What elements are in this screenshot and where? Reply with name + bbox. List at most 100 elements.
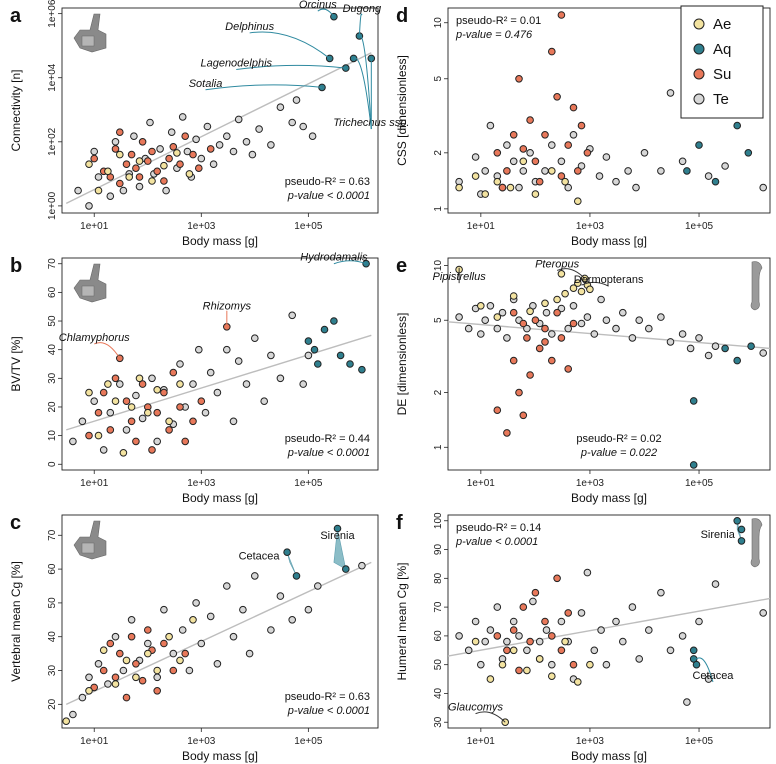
data-point-te — [288, 616, 297, 624]
data-point-ae — [523, 666, 531, 675]
data-point-te — [245, 649, 254, 658]
data-point-te — [471, 617, 480, 626]
data-point-su — [160, 639, 168, 648]
data-point-te — [69, 710, 77, 719]
annotation-leader — [94, 342, 121, 359]
data-point-su — [519, 603, 528, 611]
group-hull — [286, 552, 297, 576]
annotation-leader — [317, 8, 335, 18]
vertebra-shape — [73, 13, 107, 53]
data-point-te — [132, 391, 140, 400]
data-point-aq — [683, 167, 691, 175]
data-point-su — [541, 131, 549, 139]
data-point-ae — [561, 637, 569, 646]
data-point-te — [704, 172, 713, 180]
data-point-te — [74, 186, 82, 195]
data-point-su — [106, 639, 115, 648]
data-point-te — [116, 380, 124, 388]
data-point-ae — [586, 285, 594, 294]
data-point-te — [209, 160, 218, 168]
data-point-te — [541, 167, 549, 175]
data-point-su — [569, 660, 578, 669]
data-point-te — [695, 334, 703, 342]
data-point-ae — [493, 313, 502, 321]
stats-r2: pseudo-R² = 0.02 — [576, 433, 661, 445]
data-point-su — [548, 632, 556, 640]
data-point-te — [119, 186, 128, 195]
data-point-ae — [557, 270, 566, 278]
y-tick-label: 40 — [47, 344, 58, 356]
annotation-leader — [581, 281, 609, 287]
data-point-te — [267, 626, 275, 634]
legend-label: Aq — [713, 41, 731, 58]
data-point-te — [657, 313, 665, 321]
data-point-ae — [498, 660, 507, 669]
x-axis-label: Body mass [g] — [571, 749, 647, 763]
annotation-label: Cetacea — [239, 550, 281, 562]
data-point-te — [602, 153, 611, 161]
data-point-te — [167, 128, 176, 136]
y-tick-label: 2 — [433, 150, 444, 156]
data-point-ae — [153, 666, 161, 675]
y-tick-label: 20 — [47, 698, 58, 710]
data-point-aq — [692, 660, 701, 669]
data-point-ae — [116, 150, 124, 159]
data-point-te — [523, 646, 531, 655]
data-point-te — [127, 616, 136, 624]
data-point-ae — [561, 289, 569, 298]
data-point-ae — [85, 388, 93, 397]
data-point-su — [138, 138, 147, 146]
legend-swatch-te — [693, 93, 705, 105]
data-point-ae — [477, 302, 485, 310]
data-point-te — [590, 330, 599, 338]
data-point-su — [153, 687, 161, 695]
data-point-su — [519, 411, 528, 420]
data-point-ae — [561, 177, 569, 186]
y-tick-label: 1 — [433, 444, 444, 450]
panel-letter: b — [10, 255, 22, 277]
data-point-ae — [111, 680, 120, 688]
annotation-label: Pteropus — [535, 258, 580, 270]
data-point-te — [523, 324, 531, 333]
vertebra-body — [81, 285, 95, 297]
x-axis-label: Body mass [g] — [182, 234, 258, 248]
y-tick-label: 30 — [47, 665, 58, 677]
data-point-te — [597, 626, 605, 634]
data-point-ae — [127, 403, 136, 411]
data-point-te — [69, 437, 77, 446]
data-point-su — [111, 145, 120, 153]
data-point-te — [759, 349, 768, 357]
data-point-te — [529, 597, 537, 606]
data-point-te — [314, 582, 322, 590]
data-point-aq — [314, 360, 322, 368]
data-point-su — [493, 149, 502, 157]
y-axis-label: BV/TV [%] — [9, 336, 23, 391]
x-tick-label: 1e+05 — [685, 221, 714, 232]
data-point-te — [635, 316, 644, 325]
plot-frame — [447, 257, 771, 471]
bone-thumbnail-icon — [750, 518, 763, 568]
data-point-te — [234, 357, 243, 365]
data-point-te — [229, 417, 238, 426]
data-point-te — [106, 192, 115, 200]
data-point-su — [90, 154, 98, 163]
data-point-te — [526, 149, 534, 157]
data-point-te — [515, 183, 523, 192]
data-point-te — [276, 374, 285, 383]
y-tick-label: 1e+02 — [47, 127, 58, 156]
data-point-su — [564, 365, 573, 373]
data-point-te — [213, 660, 222, 668]
y-axis-label: Connectivity [n] — [9, 69, 23, 151]
y-tick-label: 70 — [433, 601, 444, 613]
legend-swatch-aq — [693, 43, 705, 55]
humerus-shape — [750, 261, 763, 311]
data-point-te — [464, 646, 473, 655]
data-point-su — [176, 160, 184, 168]
data-point-su — [541, 617, 549, 626]
data-point-su — [111, 374, 120, 383]
data-point-aq — [333, 524, 342, 533]
data-point-su — [111, 673, 120, 682]
data-point-te — [503, 141, 511, 149]
data-point-ae — [104, 380, 112, 388]
data-point-te — [242, 138, 251, 146]
